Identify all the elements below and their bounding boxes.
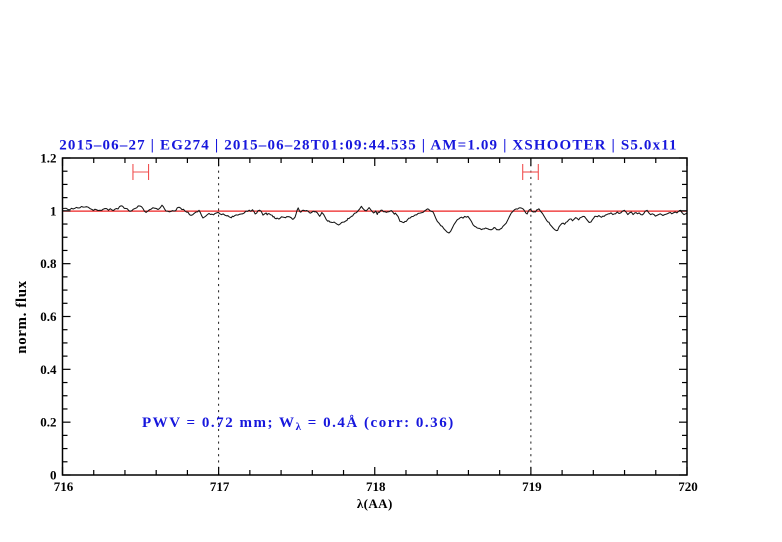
svg-text:λ(AA): λ(AA)	[357, 496, 393, 511]
svg-text:716: 716	[54, 479, 74, 494]
svg-text:0.6: 0.6	[40, 309, 57, 324]
svg-text:0: 0	[50, 468, 57, 483]
svg-text:norm. flux: norm. flux	[14, 280, 30, 354]
svg-text:1.2: 1.2	[40, 151, 56, 166]
svg-text:2015–06–27 | EG274 | 2015–: 2015–06–27 | EG274 | 2015–06–28T01:09:44…	[59, 138, 677, 154]
svg-text:1: 1	[50, 203, 57, 218]
svg-text:0.4: 0.4	[40, 362, 57, 377]
svg-text:718: 718	[366, 479, 386, 494]
svg-text:717: 717	[210, 479, 230, 494]
svg-text:0.8: 0.8	[40, 256, 57, 271]
svg-text:719: 719	[522, 479, 542, 494]
svg-text:720: 720	[678, 479, 698, 494]
svg-text:PWV = 0.72 mm; Wλ = 0.4Å: PWV = 0.72 mm; Wλ = 0.4Å (corr: 0.36)	[142, 415, 455, 433]
svg-text:0.2: 0.2	[40, 415, 56, 430]
